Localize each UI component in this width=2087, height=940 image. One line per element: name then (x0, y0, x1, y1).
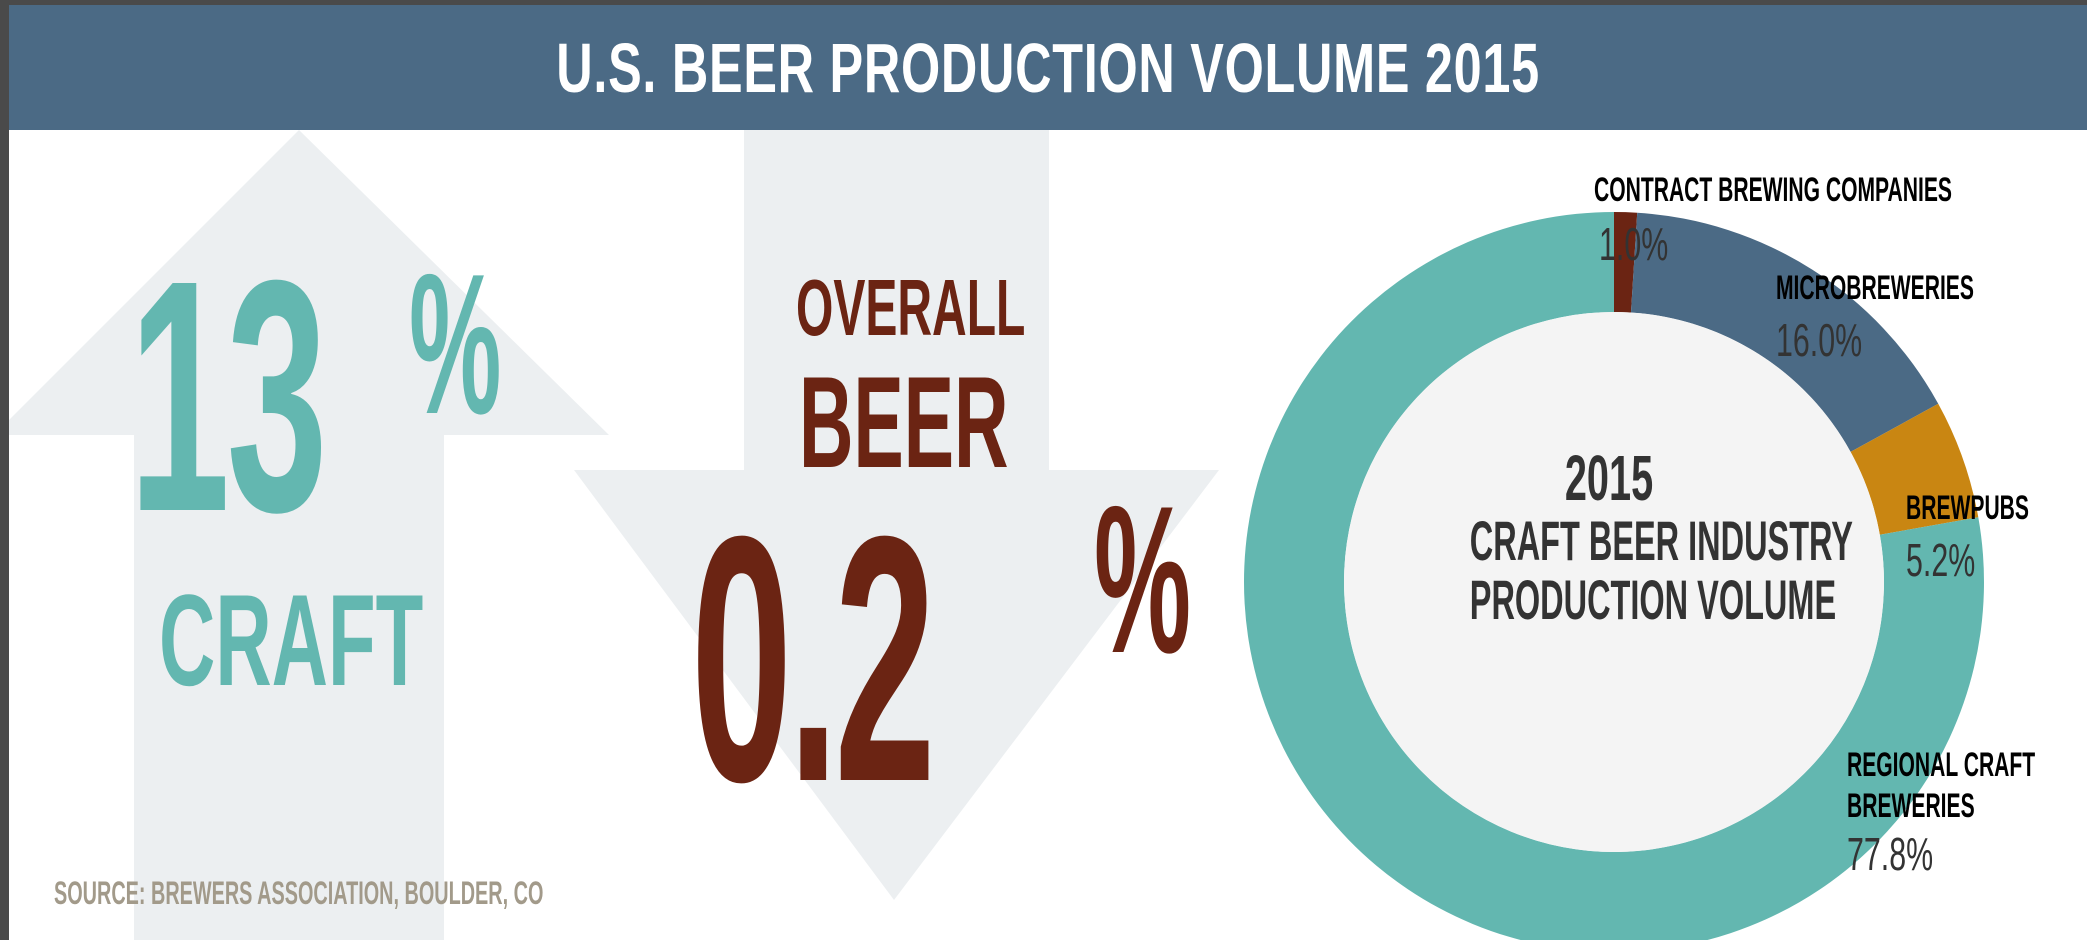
infographic: U.S. BEER PRODUCTION VOLUME 2015 13 % CR… (9, 5, 2087, 940)
up-arrow-icon (9, 130, 609, 940)
value-brewpubs: 5.2% (1906, 534, 1976, 586)
label-regional-line-1: REGIONAL CRAFT (1847, 746, 2036, 784)
overall-label: OVERALL (796, 263, 1026, 352)
label-contract-brewing: CONTRACT BREWING COMPANIES (1594, 171, 1952, 209)
source-note: SOURCE: BREWERS ASSOCIATION, BOULDER, CO (54, 875, 544, 911)
center-line-1: CRAFT BEER INDUSTRY (1469, 509, 1853, 573)
overall-beer-value: 0.2 (691, 464, 936, 855)
craft-label: CRAFT (159, 567, 424, 713)
center-year: 2015 (1564, 442, 1654, 514)
donut-center-title: 2015 CRAFT BEER INDUSTRY PRODUCTION VOLU… (1369, 442, 1853, 631)
slice-contract-brewing (1614, 212, 1638, 313)
label-brewpubs: BREWPUBS (1906, 489, 2029, 527)
page-title: U.S. BEER PRODUCTION VOLUME 2015 (556, 28, 1540, 107)
background-arrows (9, 130, 1219, 940)
value-microbreweries: 16.0% (1776, 314, 1863, 366)
overall-percent-sign: % (1094, 462, 1192, 697)
slice-brewpubs (1850, 403, 1979, 535)
slice-microbreweries (1630, 212, 1939, 452)
value-regional-craft: 77.8% (1847, 828, 1934, 880)
center-line-2: PRODUCTION VOLUME (1469, 567, 1837, 631)
donut-chart (1244, 212, 1984, 940)
title-banner: U.S. BEER PRODUCTION VOLUME 2015 (9, 5, 2087, 130)
label-regional-craft: REGIONAL CRAFT BREWERIES (1847, 745, 2035, 827)
beer-label: BEER (799, 349, 1009, 495)
label-microbreweries: MICROBREWERIES (1776, 269, 1974, 307)
donut-hole (1344, 312, 1884, 852)
label-regional-line-2: BREWERIES (1847, 786, 1975, 825)
down-arrow-icon (574, 130, 1219, 900)
craft-growth-value: 13 (129, 211, 328, 580)
value-contract-brewing: 1.0% (1599, 218, 1669, 270)
craft-percent-sign: % (409, 233, 502, 456)
